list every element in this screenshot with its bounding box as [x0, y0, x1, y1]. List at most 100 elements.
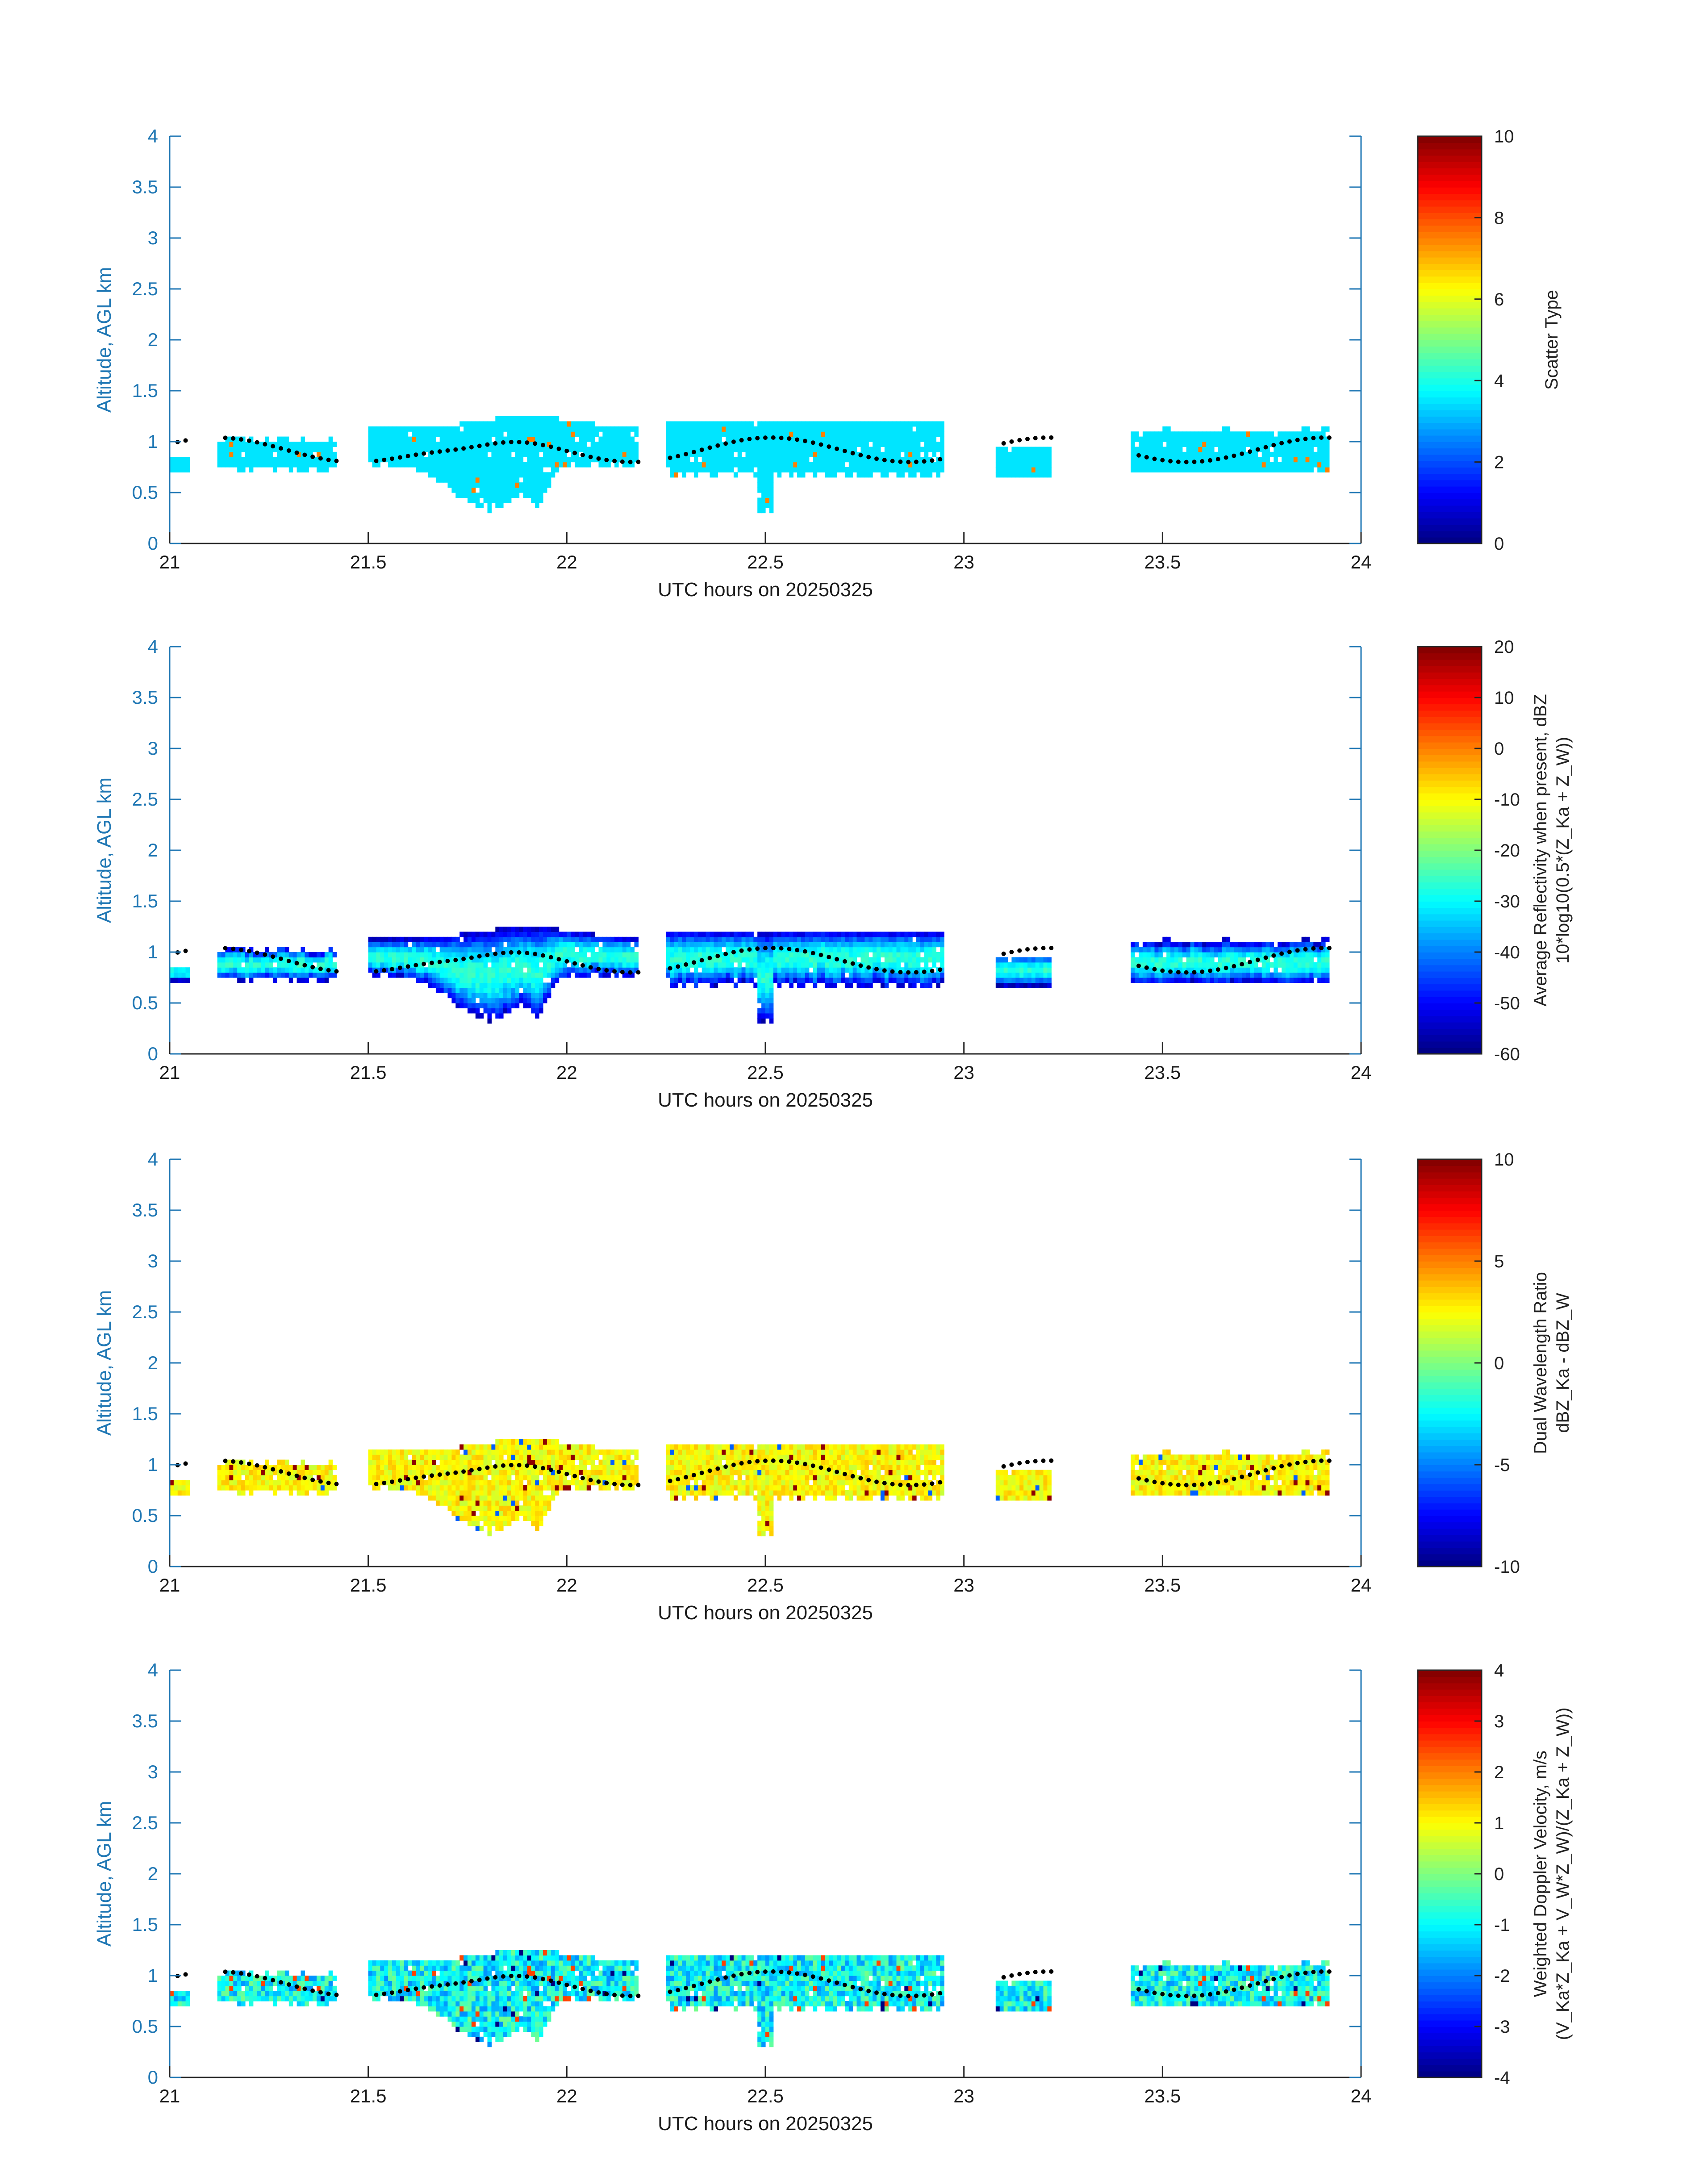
heatmap-cell — [523, 472, 527, 478]
heatmap-cell — [547, 972, 551, 978]
heatmap-cell — [519, 952, 524, 957]
heatmap-cell — [586, 932, 591, 937]
heatmap-cell — [1131, 442, 1135, 447]
heatmap-cell — [1234, 967, 1238, 973]
colorbar-step — [1418, 168, 1482, 175]
heatmap-cell — [447, 952, 452, 957]
heatmap-cell — [908, 967, 913, 973]
heatmap-cell — [745, 457, 750, 463]
heatmap-cell — [622, 967, 627, 973]
heatmap-cell — [614, 942, 619, 948]
heatmap-cell — [765, 477, 770, 483]
heatmap-cell — [844, 431, 849, 437]
heatmap-cell — [884, 421, 889, 427]
heatmap-cell — [869, 421, 873, 427]
heatmap-cell — [181, 1480, 186, 1486]
heatmap-cell — [916, 426, 921, 432]
heatmap-cell — [432, 942, 436, 948]
heatmap-cell — [864, 978, 869, 983]
heatmap-cell — [1166, 442, 1171, 447]
heatmap-cell — [1309, 952, 1314, 957]
heatmap-cell — [1142, 967, 1147, 973]
heatmap-cell — [844, 982, 849, 988]
heatmap-cell — [559, 451, 563, 457]
heatmap-cell — [805, 426, 810, 432]
heatmap-cell — [614, 431, 619, 437]
heatmap-cell — [1131, 972, 1135, 978]
cloud-base-point — [525, 951, 530, 956]
cloud-base-point — [810, 440, 815, 445]
heatmap-cell — [1297, 436, 1302, 442]
heatmap-cell — [697, 942, 702, 948]
heatmap-cell — [543, 967, 547, 973]
heatmap-cell — [1190, 457, 1195, 463]
heatmap-cell — [1222, 978, 1227, 983]
heatmap-cell — [801, 932, 806, 937]
heatmap-cell — [765, 936, 770, 942]
heatmap-cell — [702, 978, 706, 983]
heatmap-cell — [392, 962, 397, 968]
heatmap-cell — [1305, 972, 1310, 978]
heatmap-cell — [1301, 967, 1306, 973]
colorbar-step — [1418, 333, 1482, 340]
heatmap-cell — [666, 462, 671, 468]
heatmap-cell — [801, 451, 806, 457]
heatmap-cell — [813, 421, 818, 427]
heatmap-cell — [864, 436, 869, 442]
heatmap-cell — [459, 451, 464, 457]
heatmap-cell — [523, 436, 527, 442]
heatmap-cell — [317, 467, 321, 472]
heatmap-cell — [400, 457, 405, 463]
heatmap-cell — [475, 936, 480, 942]
colorbar-step — [1418, 882, 1482, 889]
heatmap-cell — [265, 447, 269, 452]
heatmap-cell — [904, 972, 909, 978]
heatmap-cell — [535, 472, 539, 478]
heatmap-cell — [825, 982, 829, 988]
heatmap-cell — [301, 436, 305, 442]
heatmap-cell — [710, 451, 714, 457]
heatmap-cell — [864, 982, 869, 988]
heatmap-cell — [1250, 462, 1254, 468]
heatmap-cell — [261, 967, 265, 973]
heatmap-cell — [1043, 967, 1048, 973]
cloud-base-point — [517, 439, 522, 444]
y-tick-label: 2 — [148, 840, 158, 861]
heatmap-cell — [702, 457, 706, 463]
heatmap-cell — [821, 447, 825, 452]
heatmap-cell — [503, 962, 508, 968]
heatmap-cell — [253, 967, 258, 973]
heatmap-cell — [722, 942, 726, 948]
heatmap-cell — [1027, 447, 1032, 452]
heatmap-cell — [793, 467, 798, 472]
heatmap-cell — [181, 467, 186, 472]
heatmap-cell — [884, 952, 889, 957]
heatmap-cell — [1226, 967, 1231, 973]
heatmap-cell — [543, 962, 547, 968]
heatmap-cell — [761, 936, 766, 942]
heatmap-cell — [170, 467, 174, 472]
heatmap-cell — [722, 978, 726, 983]
heatmap-cell — [888, 932, 893, 937]
heatmap-cell — [376, 942, 380, 948]
heatmap-cell — [860, 467, 865, 472]
heatmap-cell — [483, 487, 488, 493]
heatmap-cell — [908, 426, 913, 432]
heatmap-cell — [1282, 952, 1286, 957]
heatmap-cell — [320, 467, 325, 472]
heatmap-cell — [487, 936, 492, 942]
heatmap-cell — [710, 942, 714, 948]
heatmap-cell — [447, 987, 452, 993]
heatmap-cell — [888, 947, 893, 953]
heatmap-cell — [400, 451, 405, 457]
heatmap-cell — [869, 972, 873, 978]
heatmap-cell — [1265, 467, 1270, 472]
heatmap-cell — [392, 952, 397, 957]
heatmap-cell — [777, 421, 782, 427]
heatmap-cell — [844, 962, 849, 968]
heatmap-cell — [1146, 957, 1151, 963]
cloud-base-point — [556, 957, 561, 961]
heatmap-cell — [1170, 431, 1175, 437]
heatmap-cell — [1297, 957, 1302, 963]
heatmap-cell — [1297, 962, 1302, 968]
